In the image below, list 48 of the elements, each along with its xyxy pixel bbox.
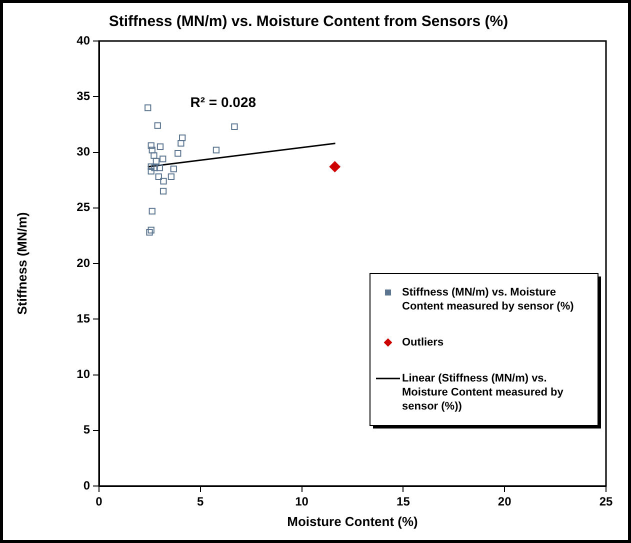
- point: [170, 166, 177, 172]
- y-tick-label: 20: [76, 256, 90, 270]
- point: [156, 164, 163, 172]
- point: [151, 164, 158, 172]
- y-tick-label: 15: [76, 311, 90, 326]
- point: [148, 142, 154, 149]
- point: [160, 178, 167, 185]
- y-tick-label: 10: [76, 367, 90, 382]
- y-axis-title: Stiffness (MN/m): [14, 212, 30, 315]
- x-tick-label: 0: [96, 494, 103, 509]
- point: [148, 168, 154, 174]
- point: [146, 229, 153, 236]
- y-tick-label: 0: [83, 478, 90, 492]
- point: [212, 146, 220, 154]
- legend-label: Outliers: [402, 336, 444, 349]
- x-tick-label: 10: [295, 494, 309, 509]
- chart-title: Stiffness (MN/m) vs. Moisture Content from Sensors (%): [108, 13, 508, 30]
- x-tick-label: 25: [599, 494, 613, 509]
- point: [160, 188, 167, 195]
- point: [179, 134, 186, 142]
- point: [156, 143, 164, 150]
- point: [155, 173, 162, 180]
- y-tick-label: 35: [76, 88, 90, 103]
- point: [144, 104, 152, 112]
- annotation: R² = 0.028: [190, 94, 256, 110]
- point: [154, 122, 161, 129]
- x-tick-label: 15: [396, 494, 410, 509]
- point: [329, 161, 340, 172]
- point: [152, 158, 160, 164]
- y-tick-label: 5: [83, 422, 90, 437]
- legend-label: Stiffness (MN/m) vs. Moisture Content measured by sensor (%): [402, 286, 574, 313]
- point: [160, 156, 166, 162]
- y-tick-label: 40: [76, 33, 90, 48]
- point: [174, 150, 182, 157]
- point: [150, 152, 158, 159]
- y-tick-label: 25: [76, 200, 90, 214]
- x-tick-label: 5: [197, 494, 204, 509]
- legend-label: Linear (Stiffness (MN/m) vs. Moisture Content measured by sensor (%)): [402, 372, 564, 413]
- y-tick-label: 30: [76, 144, 90, 159]
- x-tick-label: 20: [498, 494, 512, 509]
- point: [148, 226, 154, 234]
- point: [178, 140, 184, 147]
- point: [231, 123, 238, 130]
- point: [148, 163, 154, 170]
- x-axis-title: Moisture Content (%): [287, 514, 418, 529]
- point: [168, 173, 175, 180]
- point: [148, 146, 156, 154]
- point: [148, 208, 156, 215]
